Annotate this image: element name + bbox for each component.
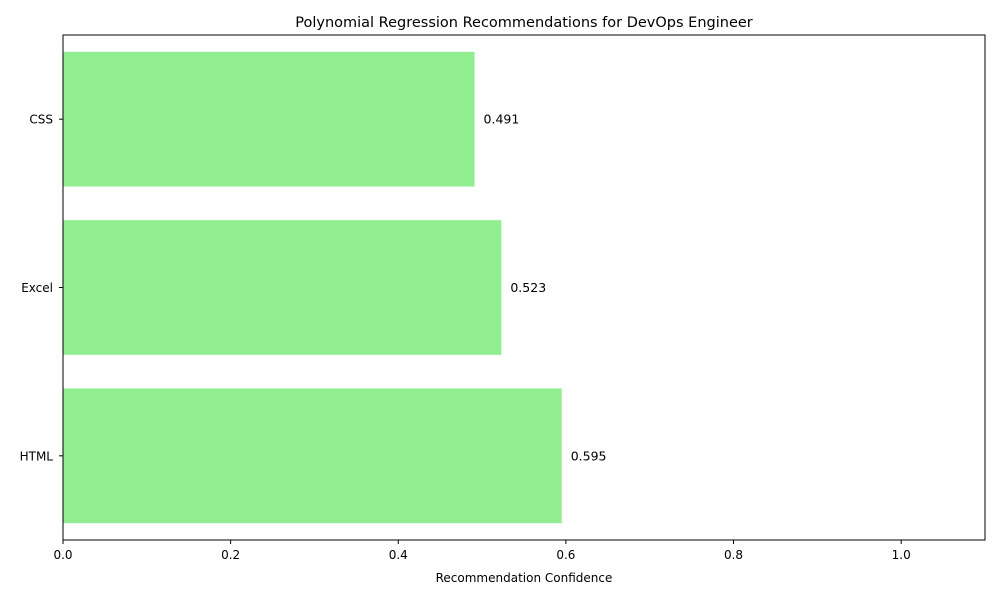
x-tick-label-3: 0.6 bbox=[556, 548, 575, 562]
data-label-css: 0.491 bbox=[484, 112, 520, 127]
y-tick-label-css: CSS bbox=[29, 113, 53, 127]
x-axis-label: Recommendation Confidence bbox=[436, 571, 613, 585]
data-labels: 0.595 0.523 0.491 bbox=[484, 112, 607, 464]
y-tick-label-excel: Excel bbox=[21, 281, 53, 295]
x-tick-label-0: 0.0 bbox=[53, 548, 72, 562]
data-label-html: 0.595 bbox=[571, 448, 607, 463]
bar-excel bbox=[63, 220, 502, 355]
x-tick-label-5: 1.0 bbox=[892, 548, 911, 562]
chart-title: Polynomial Regression Recommendations fo… bbox=[295, 15, 753, 31]
x-tick-label-2: 0.4 bbox=[389, 548, 408, 562]
data-label-excel: 0.523 bbox=[510, 280, 546, 295]
y-tick-label-html: HTML bbox=[20, 449, 54, 463]
y-axis-ticks: HTML Excel CSS bbox=[20, 113, 63, 463]
bar-html bbox=[63, 388, 562, 524]
x-axis-ticks: 0.0 0.2 0.4 0.6 0.8 1.0 bbox=[53, 540, 911, 562]
bar-css bbox=[63, 51, 475, 187]
bars-group bbox=[63, 51, 562, 524]
x-tick-label-4: 0.8 bbox=[724, 548, 743, 562]
x-tick-label-1: 0.2 bbox=[221, 548, 240, 562]
